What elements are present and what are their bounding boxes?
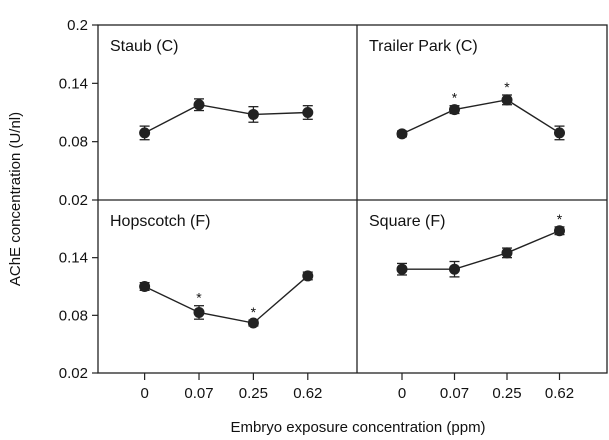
significance-marker: * bbox=[251, 304, 257, 320]
x-tick-label: 0 bbox=[140, 385, 148, 402]
x-tick-label: 0.62 bbox=[545, 385, 574, 402]
x-tick-label: 0.07 bbox=[184, 385, 213, 402]
data-point bbox=[554, 225, 565, 237]
significance-marker: * bbox=[557, 211, 563, 227]
y-tick-label: 0.02 bbox=[59, 365, 88, 382]
x-tick-label: 0.62 bbox=[293, 385, 322, 402]
panel-title: Hopscotch (F) bbox=[110, 213, 210, 230]
y-tick-label: 0.14 bbox=[59, 75, 88, 92]
data-point bbox=[247, 317, 259, 329]
y-tick-label: 0.02 bbox=[59, 192, 88, 209]
data-point bbox=[554, 127, 565, 139]
x-tick-label: 0.25 bbox=[492, 385, 521, 402]
panel-title: Trailer Park (C) bbox=[369, 38, 478, 55]
plot-area: 0.2 0.14 0.08 0.02 0.14 0.08 0.02 0 0.07 0.25 0.62… bbox=[59, 17, 608, 402]
panel-title: Staub (C) bbox=[110, 38, 178, 55]
data-point bbox=[501, 247, 513, 259]
series-line bbox=[144, 103, 308, 134]
x-tick-label: 0.25 bbox=[239, 385, 268, 402]
y-axis-title: AChE concentration (U/nl) bbox=[7, 112, 24, 286]
y-tick-label: 0.14 bbox=[59, 250, 88, 267]
plot-frame bbox=[97, 24, 608, 374]
data-point bbox=[139, 127, 151, 139]
data-point bbox=[396, 263, 408, 275]
data-point bbox=[302, 107, 314, 118]
data-point bbox=[247, 108, 259, 120]
data-point bbox=[501, 94, 513, 106]
data-point bbox=[193, 99, 205, 111]
x-tick-label: 0.07 bbox=[440, 385, 469, 402]
significance-marker: * bbox=[196, 290, 202, 306]
y-tick-label: 0.08 bbox=[59, 134, 88, 151]
y-tick-label: 0.08 bbox=[59, 307, 88, 324]
significance-marker: * bbox=[452, 90, 458, 106]
series-line bbox=[402, 230, 560, 270]
significance-marker: * bbox=[504, 79, 510, 95]
x-tick-label: 0 bbox=[398, 385, 406, 402]
data-point bbox=[193, 306, 205, 318]
series-line bbox=[401, 99, 560, 135]
data-point bbox=[396, 128, 408, 140]
data-point bbox=[449, 263, 460, 275]
y-tick-label: 0.2 bbox=[67, 17, 88, 34]
panel-title: Square (F) bbox=[369, 213, 445, 230]
data-point bbox=[139, 281, 151, 292]
data-point bbox=[302, 270, 314, 282]
x-axis-title: Embryo exposure concentration (ppm) bbox=[230, 419, 485, 436]
series-line bbox=[144, 275, 309, 324]
data-point bbox=[449, 104, 460, 116]
